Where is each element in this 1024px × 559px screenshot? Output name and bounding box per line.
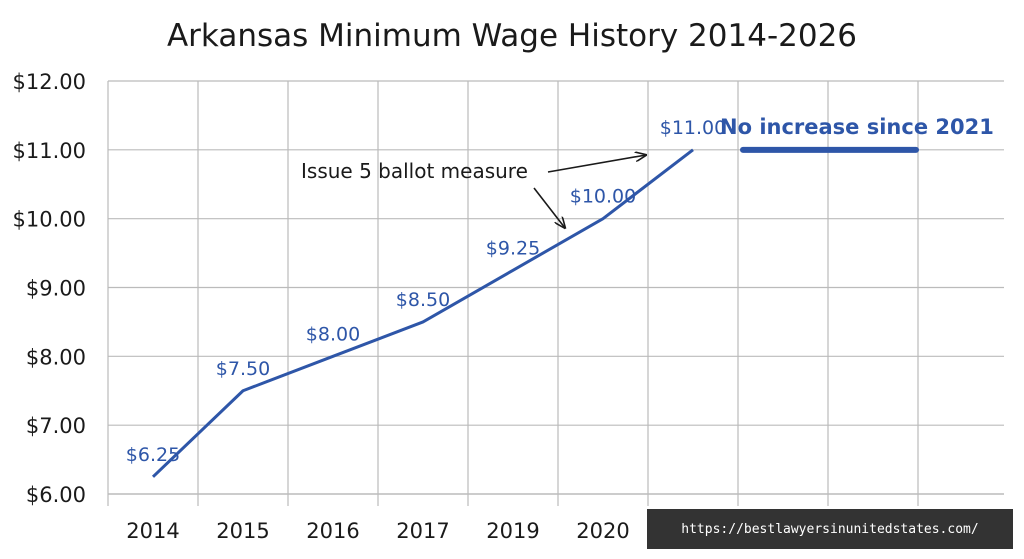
x-tick-label: 2014 [126, 519, 179, 543]
data-label: $10.00 [570, 186, 636, 208]
x-tick-label: 2015 [216, 519, 269, 543]
gridlines [107, 80, 1004, 506]
y-tick-label: $12.00 [13, 70, 86, 94]
x-tick-label: 2017 [396, 519, 449, 543]
y-tick-label: $8.00 [26, 345, 86, 369]
y-axis-ticks: $6.00 $7.00 $8.00 $9.00 $10.00 $11.00 $12.00 [13, 70, 86, 507]
x-tick-label: 2019 [486, 519, 539, 543]
issue5-annotation: Issue 5 ballot measure [301, 159, 528, 183]
x-tick-label: 2016 [306, 519, 359, 543]
no-increase-annotation: No increase since 2021 [720, 115, 994, 139]
y-tick-label: $10.00 [13, 208, 86, 232]
data-label: $8.50 [396, 289, 450, 311]
y-tick-label: $6.00 [26, 483, 86, 507]
data-label: $6.25 [126, 444, 180, 466]
issue5-arrow-lower [533, 187, 565, 228]
watermark-url[interactable]: https://bestlawyersinunitedstates.com/ [647, 509, 1013, 549]
issue5-arrow-upper [547, 155, 646, 173]
data-label: $7.50 [216, 358, 270, 380]
chart-title: Arkansas Minimum Wage History 2014-2026 [167, 18, 857, 54]
y-tick-label: $9.00 [26, 277, 86, 301]
x-tick-label: 2020 [576, 519, 629, 543]
y-tick-label: $7.00 [26, 414, 86, 438]
data-label: $11.00 [660, 117, 726, 139]
y-tick-label: $11.00 [13, 139, 86, 163]
wage-series-line [151, 148, 694, 478]
data-label: $8.00 [306, 323, 360, 345]
data-labels: $6.25 $7.50 $8.00 $8.50 $9.25 $10.00 $11.00 [126, 117, 726, 466]
data-label: $9.25 [486, 237, 540, 259]
